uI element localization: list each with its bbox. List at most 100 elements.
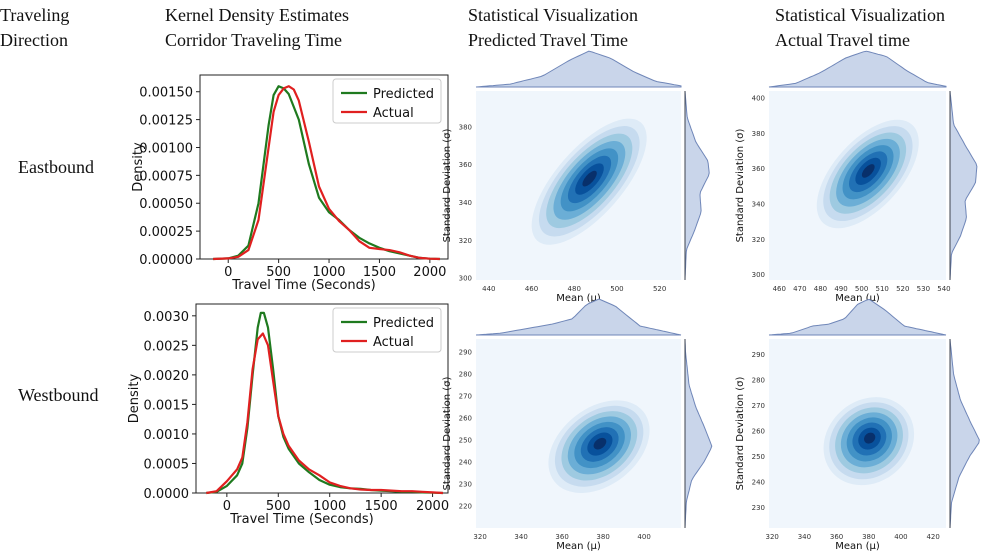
marginal-y-density <box>949 90 978 281</box>
x-tick-label: 2000 <box>413 265 446 280</box>
x-tick-label: 360 <box>555 533 568 541</box>
y-tick-label: 260 <box>752 427 765 435</box>
density-contour <box>593 437 607 450</box>
west_kde-chart: 0 500 1000 1500 2000 0.0000 0.0005 0.0010 0.0015… <box>127 303 449 527</box>
y-axis-label: Density <box>127 373 142 423</box>
marginal-x-density <box>475 50 682 88</box>
x-tick-label: 1000 <box>313 499 346 514</box>
y-tick-label: 290 <box>752 351 765 359</box>
y-tick-label: 0.0025 <box>144 339 190 354</box>
x-tick-label: 340 <box>798 533 811 541</box>
y-tick-label: 250 <box>752 453 765 461</box>
y-tick-label: 0.00150 <box>139 86 193 101</box>
x-tick-label: 380 <box>862 533 875 541</box>
header-kde: Kernel Density Estimates Corridor Travel… <box>165 3 349 53</box>
y-axis-label: Standard Deviation (σ) <box>442 376 453 490</box>
legend-label-actual: Actual <box>373 106 414 121</box>
y-tick-label: 0.00125 <box>139 114 193 129</box>
marginal-x-density <box>768 50 947 88</box>
y-tick-label: 230 <box>459 481 472 489</box>
y-tick-label: 300 <box>459 275 472 283</box>
y-tick-label: 0.0030 <box>144 310 190 325</box>
legend-label-predicted: Predicted <box>373 87 434 102</box>
y-axis-label: Standard Deviation (σ) <box>735 376 746 490</box>
x-axis-label: Travel Time (Seconds) <box>229 512 373 527</box>
x-tick-label: 470 <box>793 285 806 293</box>
x-tick-label: 490 <box>834 285 847 293</box>
legend-label-predicted: Predicted <box>373 316 434 331</box>
x-tick-label: 380 <box>596 533 609 541</box>
east_kde-frame <box>199 74 449 260</box>
x-tick-label: 440 <box>482 285 495 293</box>
header-kde-line2: Corridor Traveling Time <box>165 30 343 50</box>
x-axis-label: Mean (μ) <box>556 541 601 552</box>
row-label-eastbound: Eastbound <box>18 157 94 177</box>
west_kde-frame <box>195 303 449 494</box>
x-tick-label: 460 <box>773 285 786 293</box>
y-tick-label: 260 <box>459 415 472 423</box>
y-tick-label: 280 <box>752 376 765 384</box>
header-actual-line2: Actual Travel time <box>775 30 910 50</box>
y-tick-label: 270 <box>459 393 472 401</box>
y-tick-label: 0.0015 <box>144 398 190 413</box>
y-tick-label: 320 <box>459 237 472 245</box>
y-tick-label: 0.00075 <box>139 169 193 184</box>
y-tick-label: 250 <box>459 437 472 445</box>
y-tick-label: 0.00050 <box>139 197 193 212</box>
x-tick-label: 320 <box>473 533 486 541</box>
x-tick-label: 1000 <box>312 265 345 280</box>
x-tick-label: 420 <box>926 533 939 541</box>
y-tick-label: 300 <box>752 271 765 279</box>
y-tick-label: 230 <box>752 504 765 512</box>
header-pred: Statistical Visualization Predicted Trav… <box>468 3 638 53</box>
header-actual-line1: Statistical Visualization <box>775 5 946 25</box>
x-tick-label: 340 <box>514 533 527 541</box>
x-tick-label: 1500 <box>363 265 396 280</box>
y-axis-label: Standard Deviation (σ) <box>735 128 746 242</box>
east_pred_joint-chart: 440 460 480 500 520 300 320 340 360 380 Mean (μ) St… <box>442 50 710 304</box>
x-tick-label: 2000 <box>416 499 449 514</box>
y-tick-label: 280 <box>459 371 472 379</box>
x-tick-label: 540 <box>937 285 950 293</box>
marginal-y-density <box>949 338 980 529</box>
y-tick-label: 0.00000 <box>139 253 193 268</box>
west_actual_joint-chart: 320 340 360 380 400 420 230 240 250 260 270 280 290 M… <box>735 298 980 552</box>
x-tick-label: 530 <box>917 285 930 293</box>
y-tick-label: 240 <box>752 479 765 487</box>
density-contour <box>864 432 876 444</box>
series-line-actual <box>206 332 443 495</box>
y-tick-label: 270 <box>752 402 765 410</box>
y-tick-label: 0.0010 <box>144 428 190 443</box>
y-tick-label: 0.0020 <box>144 369 190 384</box>
y-tick-label: 380 <box>459 123 472 131</box>
legend-label-actual: Actual <box>373 335 414 350</box>
y-tick-label: 360 <box>459 161 472 169</box>
header-pred-line1: Statistical Visualization <box>468 5 639 25</box>
x-axis-label: Mean (μ) <box>556 293 601 304</box>
header-direction-line1: Traveling <box>0 5 70 25</box>
density-contour <box>861 164 875 178</box>
marginal-y-density <box>684 338 713 529</box>
x-tick-label: 480 <box>568 285 581 293</box>
east_actual_joint-chart: 460 470 480 490 500 510 520 530 540 300 320 340 360 3… <box>735 50 978 304</box>
x-tick-label: 1500 <box>365 499 398 514</box>
header-pred-line2: Predicted Travel Time <box>468 30 629 50</box>
y-tick-label: 290 <box>459 349 472 357</box>
marginal-y-density <box>684 90 710 281</box>
x-tick-label: 460 <box>525 285 538 293</box>
x-tick-label: 500 <box>855 285 868 293</box>
x-tick-label: 520 <box>896 285 909 293</box>
y-tick-label: 220 <box>459 503 472 511</box>
y-tick-label: 0.0005 <box>144 457 190 472</box>
x-tick-label: 480 <box>814 285 827 293</box>
y-axis-label: Standard Deviation (σ) <box>442 128 453 242</box>
x-tick-label: 360 <box>830 533 843 541</box>
x-tick-label: 500 <box>266 265 291 280</box>
density-contour <box>582 170 597 187</box>
y-tick-label: 0.00100 <box>139 141 193 156</box>
x-tick-label: 0 <box>224 265 232 280</box>
x-tick-label: 0 <box>223 499 231 514</box>
row-label-westbound: Westbound <box>18 385 99 405</box>
y-tick-label: 0.0000 <box>144 487 190 502</box>
east_kde-chart: 0 500 1000 1500 2000 0.00000 0.00025 0.00050 0.0… <box>131 74 449 293</box>
